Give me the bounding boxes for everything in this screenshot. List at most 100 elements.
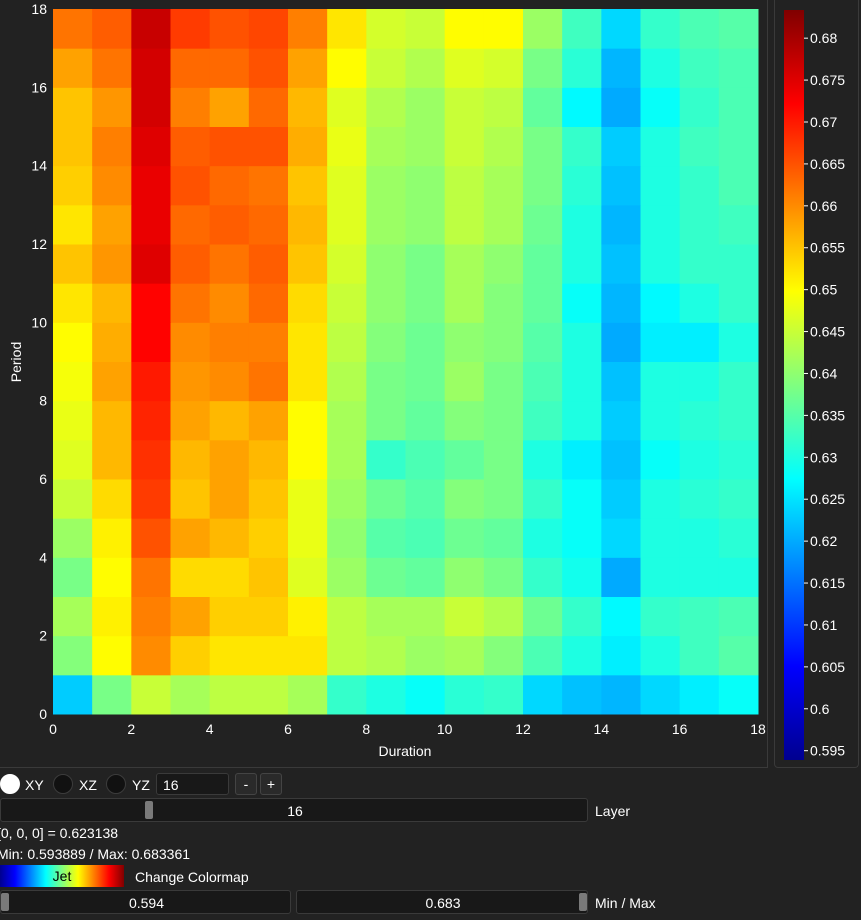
heatmap-cell[interactable] [679, 126, 720, 167]
heatmap-cell[interactable] [170, 400, 211, 441]
heatmap-cell[interactable] [718, 204, 759, 245]
heatmap-cell[interactable] [483, 635, 524, 676]
heatmap-cell[interactable] [209, 9, 250, 49]
heatmap-cell[interactable] [366, 361, 406, 402]
heatmap-cell[interactable] [92, 48, 132, 88]
heatmap-cell[interactable] [248, 244, 289, 284]
heatmap-cell[interactable] [679, 439, 720, 480]
heatmap-cell[interactable] [483, 87, 524, 127]
heatmap-cell[interactable] [444, 479, 485, 519]
heatmap-cell[interactable] [92, 9, 132, 49]
heatmap-cell[interactable] [601, 479, 641, 519]
heatmap-cell[interactable] [444, 9, 485, 49]
heatmap-cell[interactable] [444, 283, 485, 323]
heatmap-cell[interactable] [444, 439, 485, 480]
heatmap-cell[interactable] [170, 674, 211, 715]
heatmap-cell[interactable] [209, 400, 250, 441]
heatmap-cell[interactable] [562, 9, 602, 49]
heatmap-cell[interactable] [444, 635, 485, 676]
heatmap-cell[interactable] [405, 126, 446, 167]
heatmap-cell[interactable] [679, 204, 720, 245]
heatmap-cell[interactable] [405, 9, 446, 49]
heatmap-cell[interactable] [405, 48, 446, 88]
heatmap-cell[interactable] [483, 9, 524, 49]
heatmap-cell[interactable] [248, 596, 289, 637]
heatmap-cell[interactable] [562, 674, 602, 715]
heatmap-cell[interactable] [679, 361, 720, 402]
heatmap-cell[interactable] [405, 596, 446, 637]
heatmap-cell[interactable] [209, 361, 250, 402]
heatmap-cell[interactable] [288, 126, 328, 167]
heatmap-cell[interactable] [327, 165, 367, 206]
heatmap-cell[interactable] [248, 283, 289, 323]
heatmap-cell[interactable] [92, 283, 132, 323]
heatmap-cell[interactable] [679, 596, 720, 637]
heatmap-cell[interactable] [366, 596, 406, 637]
heatmap-cell[interactable] [523, 204, 563, 245]
heatmap-cell[interactable] [562, 165, 602, 206]
heatmap-cell[interactable] [327, 87, 367, 127]
heatmap-plot[interactable]: 0 2 4 6 8 10 12 14 16 18 0 2 4 6 8 10 12 14 16 18 Duration… [0, 0, 768, 768]
heatmap-cell[interactable] [53, 9, 93, 49]
heatmap-cell[interactable] [170, 479, 211, 519]
heatmap-cell[interactable] [53, 48, 93, 88]
heatmap-cell[interactable] [523, 126, 563, 167]
heatmap-cell[interactable] [131, 165, 171, 206]
heatmap-cell[interactable] [170, 557, 211, 597]
heatmap-cell[interactable] [170, 48, 211, 88]
heatmap-cell[interactable] [53, 479, 93, 519]
heatmap-cell[interactable] [248, 322, 289, 362]
heatmap-cell[interactable] [92, 596, 132, 637]
heatmap-cell[interactable] [444, 204, 485, 245]
heatmap-cell[interactable] [718, 165, 759, 206]
heatmap-cell[interactable] [601, 9, 641, 49]
heatmap-cell[interactable] [483, 244, 524, 284]
heatmap-cell[interactable] [366, 48, 406, 88]
heatmap-cell[interactable] [327, 361, 367, 402]
heatmap-cell[interactable] [288, 674, 328, 715]
heatmap-cell[interactable] [248, 557, 289, 597]
heatmap-cell[interactable] [366, 126, 406, 167]
heatmap-cell[interactable] [483, 674, 524, 715]
heatmap-cell[interactable] [53, 165, 93, 206]
heatmap-cell[interactable] [679, 635, 720, 676]
heatmap-cell[interactable] [131, 204, 171, 245]
change-colormap-button[interactable]: Change Colormap [135, 869, 249, 885]
heatmap-cell[interactable] [92, 674, 132, 715]
heatmap-cell[interactable] [523, 87, 563, 127]
heatmap-cell[interactable] [92, 126, 132, 167]
heatmap-cell[interactable] [523, 557, 563, 597]
heatmap-cell[interactable] [718, 596, 759, 637]
heatmap-cell[interactable] [523, 9, 563, 49]
heatmap-cell[interactable] [718, 361, 759, 402]
heatmap-cell[interactable] [405, 635, 446, 676]
heatmap-cell[interactable] [640, 635, 681, 676]
heatmap-cell[interactable] [718, 244, 759, 284]
heatmap-cell[interactable] [209, 596, 250, 637]
heatmap-cell[interactable] [327, 400, 367, 441]
heatmap-cell[interactable] [718, 9, 759, 49]
heatmap-cell[interactable] [53, 439, 93, 480]
heatmap-cell[interactable] [601, 635, 641, 676]
heatmap-cell[interactable] [131, 439, 171, 480]
heatmap-cell[interactable] [483, 596, 524, 637]
heatmap-cell[interactable] [248, 674, 289, 715]
heatmap-cell[interactable] [366, 322, 406, 362]
heatmap-cell[interactable] [562, 126, 602, 167]
heatmap-cell[interactable] [209, 165, 250, 206]
max-slider-handle[interactable] [579, 893, 587, 911]
heatmap-cell[interactable] [92, 204, 132, 245]
heatmap-cell[interactable] [53, 361, 93, 402]
heatmap-cell[interactable] [327, 596, 367, 637]
heatmap-cell[interactable] [679, 557, 720, 597]
heatmap-cell[interactable] [562, 244, 602, 284]
heatmap-cell[interactable] [601, 165, 641, 206]
heatmap-cell[interactable] [366, 479, 406, 519]
heatmap-cell[interactable] [327, 557, 367, 597]
heatmap-cell[interactable] [327, 126, 367, 167]
heatmap-cell[interactable] [170, 126, 211, 167]
heatmap-cell[interactable] [405, 87, 446, 127]
heatmap-cell[interactable] [170, 596, 211, 637]
heatmap-cell[interactable] [562, 87, 602, 127]
heatmap-cell[interactable] [523, 518, 563, 558]
